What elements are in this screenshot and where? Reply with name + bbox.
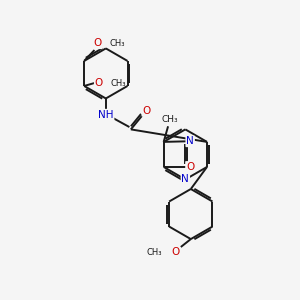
Text: O: O [142,106,151,116]
Text: N: N [182,174,189,184]
Text: O: O [93,38,101,48]
Text: NH: NH [98,110,114,120]
Text: O: O [186,162,194,172]
Text: CH₃: CH₃ [109,39,125,48]
Text: N: N [186,136,194,146]
Text: CH₃: CH₃ [111,79,126,88]
Text: O: O [171,247,180,257]
Text: O: O [95,78,103,88]
Text: CH₃: CH₃ [161,115,178,124]
Text: CH₃: CH₃ [147,248,162,257]
